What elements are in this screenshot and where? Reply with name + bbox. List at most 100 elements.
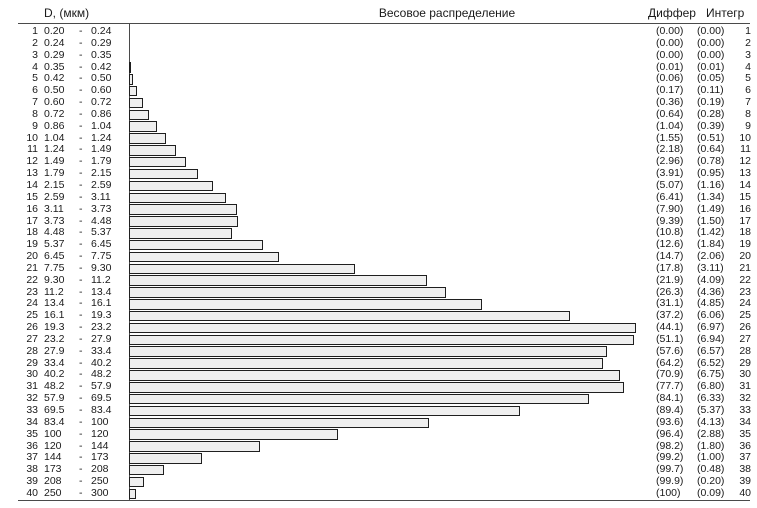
row-number-left: 4 (32, 60, 38, 73)
range-upper-value: 300 (91, 486, 109, 499)
range-upper-value: 0.50 (91, 72, 112, 85)
integr-column-value: (4.85) (697, 297, 725, 310)
histogram-bar (129, 393, 590, 405)
distribution-row: 12 1.49 -1.79 (2.96) (0.78) 12 (0, 155, 757, 168)
distribution-row: 36 120 -144 (98.2) (1.80) 36 (0, 439, 757, 453)
integr-column-value: (1.34) (697, 190, 725, 203)
distribution-row: 15 2.59 -3.11 (6.41) (1.34) 15 (0, 190, 757, 204)
histogram-bar (129, 299, 482, 310)
row-number-left: 39 (26, 475, 38, 488)
row-number-right: 18 (739, 226, 751, 239)
integr-column-value: (6.80) (697, 380, 725, 393)
range-upper-value: 33.4 (91, 344, 112, 357)
range-lower-value: 48.2 (44, 380, 65, 393)
row-number-right: 16 (739, 202, 751, 215)
histogram-bar (129, 168, 199, 180)
distribution-row: 38 173 -208 (99.7) (0.48) 38 (0, 463, 757, 476)
range-dash: - (79, 107, 83, 120)
range-upper-value: 1.24 (91, 131, 112, 144)
range-upper-value: 3.11 (91, 190, 111, 203)
range-lower-value: 0.29 (44, 48, 65, 61)
range-dash: - (79, 202, 83, 215)
distribution-row: 8 0.72 -0.86 (0.64) (0.28) 8 (0, 107, 757, 121)
integr-column-value: (0.28) (697, 107, 725, 120)
row-number-left: 9 (32, 119, 38, 132)
integr-column-value: (1.80) (697, 439, 725, 452)
row-number-left: 8 (32, 107, 38, 120)
range-lower-value: 5.37 (44, 238, 65, 251)
row-number-right: 19 (739, 238, 751, 251)
integr-column-value: (0.78) (697, 155, 725, 168)
differ-column-value: (0.64) (656, 107, 684, 120)
differ-column-value: (51.1) (656, 332, 684, 345)
differ-column-value: (0.00) (656, 25, 684, 37)
range-dash: - (79, 439, 83, 452)
row-number-right: 5 (745, 72, 751, 85)
range-upper-value: 4.48 (91, 214, 112, 227)
header-divider-line (18, 23, 750, 24)
range-dash: - (79, 36, 83, 49)
histogram-bar (129, 109, 150, 121)
range-lower-value: 144 (44, 451, 62, 464)
range-upper-value: 5.37 (91, 226, 112, 239)
row-number-left: 2 (32, 36, 38, 49)
range-lower-value: 2.59 (44, 190, 65, 203)
row-number-right: 32 (739, 392, 751, 405)
range-lower-value: 0.20 (44, 25, 65, 37)
differ-column-value: (98.2) (656, 439, 684, 452)
integr-column-value: (6.52) (697, 356, 725, 369)
range-dash: - (79, 415, 83, 428)
row-number-left: 29 (26, 356, 38, 369)
range-dash: - (79, 321, 83, 334)
differ-column-value: (7.90) (656, 202, 684, 215)
distribution-row: 14 2.15 -2.59 (5.07) (1.16) 14 (0, 179, 757, 192)
differ-column-value: (99.2) (656, 451, 684, 464)
row-number-right: 27 (739, 332, 751, 345)
range-upper-value: 16.1 (91, 297, 112, 310)
distribution-row: 26 19.3 -23.2 (44.1) (6.97) 26 (0, 321, 757, 334)
range-upper-value: 120 (91, 427, 109, 440)
range-upper-value: 1.04 (91, 119, 112, 132)
histogram-bar (129, 417, 430, 429)
row-number-left: 32 (26, 392, 38, 405)
distribution-row: 11 1.24 -1.49 (2.18) (0.64) 11 (0, 144, 757, 156)
size-column-header: D, (мкм) (44, 6, 90, 20)
row-number-right: 30 (739, 368, 751, 381)
distribution-row: 32 57.9 -69.5 (84.1) (6.33) 32 (0, 392, 757, 405)
differ-column-value: (99.9) (656, 475, 684, 488)
differ-column-value: (10.8) (656, 226, 684, 239)
differ-column-value: (6.41) (656, 190, 684, 203)
range-dash: - (79, 451, 83, 464)
row-number-left: 21 (26, 261, 38, 274)
range-lower-value: 1.79 (44, 167, 65, 180)
histogram-bar (129, 145, 176, 156)
integr-column-value: (0.00) (697, 48, 725, 61)
differ-column-value: (26.3) (656, 285, 684, 298)
range-upper-value: 1.79 (91, 155, 112, 168)
integr-column-value: (0.95) (697, 167, 725, 180)
chart-title: Весовое распределение (378, 6, 516, 20)
distribution-row: 28 27.9 -33.4 (57.6) (6.57) 28 (0, 344, 757, 358)
distribution-row: 27 23.2 -27.9 (51.1) (6.94) 27 (0, 332, 757, 346)
range-upper-value: 11.2 (91, 273, 111, 286)
range-dash: - (79, 332, 83, 345)
range-dash: - (79, 392, 83, 405)
row-number-left: 16 (26, 202, 38, 215)
integr-column-value: (6.57) (697, 344, 725, 357)
differential-column-header: Диффер (648, 6, 696, 20)
range-lower-value: 6.45 (44, 250, 65, 263)
range-dash: - (79, 404, 83, 416)
differ-column-value: (2.18) (656, 143, 684, 156)
histogram-bar (129, 334, 634, 346)
differ-column-value: (1.04) (656, 119, 684, 132)
range-lower-value: 4.48 (44, 226, 65, 239)
differ-column-value: (77.7) (656, 380, 684, 393)
distribution-row: 2 0.24 -0.29 (0.00) (0.00) 2 (0, 36, 757, 50)
row-number-right: 9 (745, 119, 751, 132)
range-lower-value: 33.4 (44, 356, 65, 369)
histogram-bar (129, 476, 144, 488)
differ-column-value: (31.1) (656, 297, 684, 310)
distribution-row: 18 4.48 -5.37 (10.8) (1.42) 18 (0, 226, 757, 239)
range-lower-value: 13.4 (44, 297, 65, 310)
range-lower-value: 1.24 (44, 143, 65, 156)
